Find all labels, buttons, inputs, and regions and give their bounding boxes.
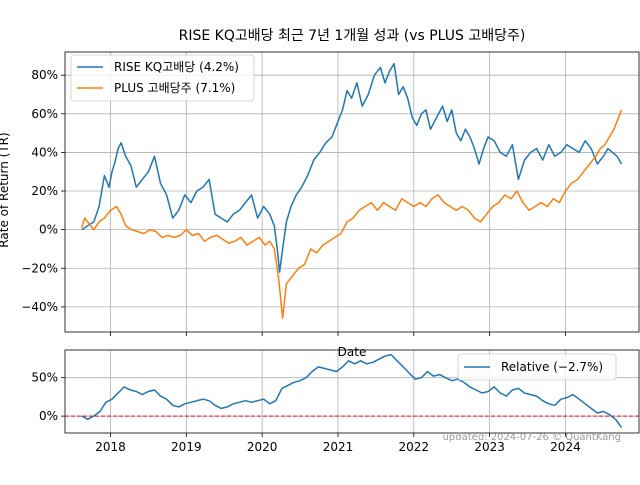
y-tick-label: 0% bbox=[39, 409, 58, 423]
watermark: updated: 2024-07-26 © QuantKang bbox=[443, 432, 621, 443]
x-tick-label: 2022 bbox=[399, 440, 430, 454]
y-tick-label: 50% bbox=[31, 371, 58, 385]
x-tick-label: 2018 bbox=[95, 440, 126, 454]
relative-chart-panel: 0% 50% 2018 2019 2020 2021 2022 2023 2024 Relat… bbox=[31, 349, 640, 454]
relative-chart-legend: Relative (−2.7%) bbox=[457, 353, 617, 381]
x-tick-label: 2019 bbox=[171, 440, 202, 454]
main-chart-legend: RISE KQ고배당 (4.2%) PLUS 고배당주 (7.1%) bbox=[70, 54, 255, 102]
legend-label-plus: PLUS 고배당주 (7.1%) bbox=[114, 81, 235, 95]
legend-label-rise: RISE KQ고배당 (4.2%) bbox=[114, 60, 239, 74]
series-line-relative bbox=[81, 353, 623, 429]
y-tick-label: −20% bbox=[21, 261, 58, 275]
relative-chart-series bbox=[65, 353, 639, 429]
main-chart-grid bbox=[65, 52, 639, 332]
legend-label-relative: Relative (−2.7%) bbox=[501, 360, 603, 374]
x-tick-label: 2023 bbox=[474, 440, 505, 454]
main-chart-x-axis bbox=[110, 332, 566, 336]
y-tick-label: 20% bbox=[31, 184, 58, 198]
y-axis-label: Rate of Return (TR) bbox=[0, 132, 11, 247]
chart-title: RISE KQ고배당 최근 7년 1개월 성과 (vs PLUS 고배당주) bbox=[179, 28, 526, 44]
y-tick-label: 80% bbox=[31, 68, 58, 82]
x-axis-label: Date bbox=[338, 345, 367, 359]
y-tick-label: 40% bbox=[31, 145, 58, 159]
series-line-plus bbox=[80, 109, 623, 320]
main-chart-frame bbox=[64, 51, 640, 333]
series-line-rise bbox=[81, 62, 623, 273]
main-chart-panel: RISE KQ고배당 최근 7년 1개월 성과 (vs PLUS 고배당주) −… bbox=[0, 28, 640, 359]
relative-chart-x-axis: 2018 2019 2020 2021 2022 2023 2024 bbox=[95, 433, 581, 454]
y-tick-label: 60% bbox=[31, 107, 58, 121]
y-tick-label: −40% bbox=[21, 300, 58, 314]
relative-chart-frame bbox=[64, 349, 640, 434]
main-chart-y-axis: −40% −20% 0% 20% 40% 60% 80% bbox=[21, 68, 65, 314]
relative-legend-frame bbox=[457, 353, 617, 381]
relative-chart-y-axis: 0% 50% bbox=[31, 371, 65, 423]
x-tick-label: 2020 bbox=[247, 440, 278, 454]
y-tick-label: 0% bbox=[39, 223, 58, 237]
legend-frame bbox=[70, 54, 255, 102]
main-chart-series bbox=[80, 62, 623, 320]
x-tick-label: 2024 bbox=[550, 440, 581, 454]
x-tick-label: 2021 bbox=[323, 440, 354, 454]
